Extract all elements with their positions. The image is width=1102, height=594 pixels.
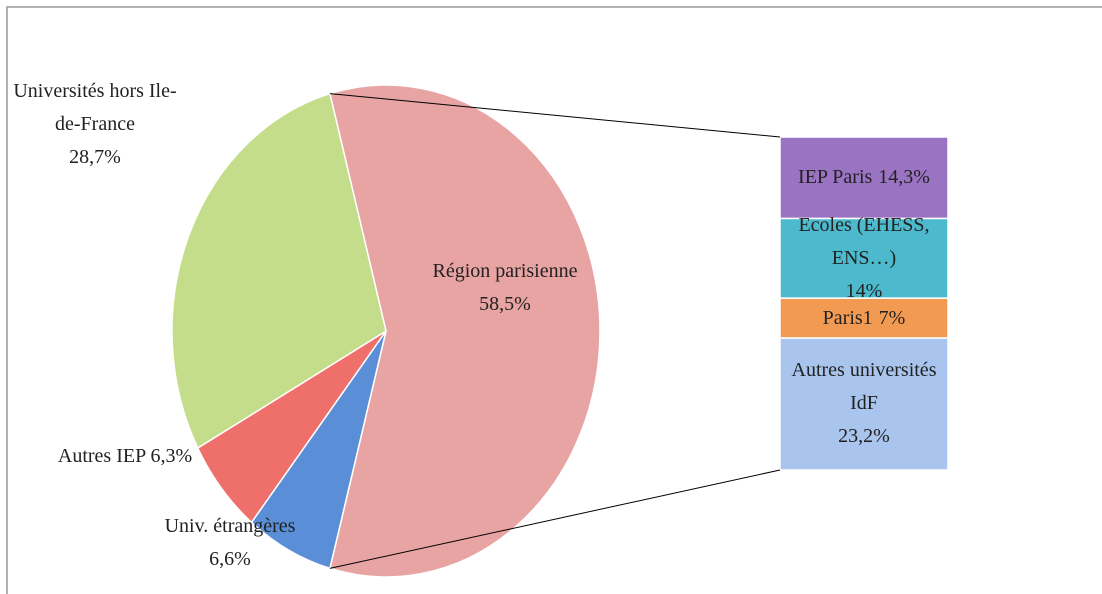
data-label: IEP Paris 14,3% [788,137,940,218]
connector [329,93,781,138]
value-label: 23,2% [838,425,890,448]
value-label: 6,6% [209,548,251,570]
value-label: 58,5% [479,293,531,315]
pie-slice [329,84,601,578]
data-label: Autres IEP 6,3% [10,440,240,473]
data-label: Paris1 7% [788,298,940,338]
data-label: Région parisienne 58,5% [430,255,580,321]
data-label: Ecoles (EHESS, ENS…) 14% [788,214,940,302]
value-label: 6,3% [150,445,193,467]
bar-segment [779,337,949,471]
value-label: 14% [845,279,883,302]
data-label: Universités hors Ile-de-France 28,7% [10,75,180,174]
value-label: 14,3% [878,166,930,189]
pie-slice [171,92,387,450]
category-label: IEP Paris [798,166,873,189]
data-label: Autres universités IdF 23,2% [788,338,940,470]
value-label: 28,7% [69,146,121,168]
bar-segment [779,136,949,220]
bar-segment [779,297,949,339]
frame [6,6,1102,594]
category-label: Universités hors Ile-de-France [13,80,177,135]
category-label: Univ. étrangères [164,515,296,537]
data-label: Univ. étrangères 6,6% [120,510,340,576]
category-label: Paris1 [822,306,873,329]
connector [329,469,781,569]
value-label: 7% [878,306,906,329]
category-label: Autres IEP [57,445,146,467]
category-label: Autres universités IdF [791,359,937,415]
category-label: Ecoles (EHESS, ENS…) [798,213,930,269]
category-label: Région parisienne [432,260,578,282]
